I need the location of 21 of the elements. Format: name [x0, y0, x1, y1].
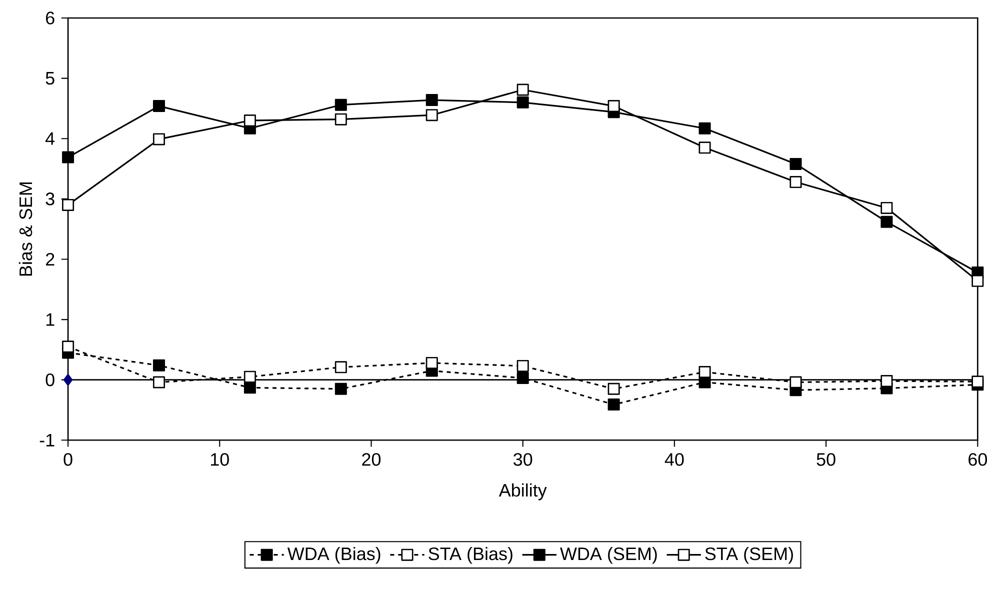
x-tick-label: 30 [514, 453, 532, 466]
x-tick-label: 10 [211, 453, 229, 466]
y-tick-label: 4 [45, 132, 55, 145]
y-tick-label: 2 [46, 253, 54, 266]
x-tick-label: 40 [664, 453, 684, 466]
x-tick-label: 20 [362, 453, 381, 466]
x-tick-label: 60 [968, 453, 987, 466]
x-tick-label: 0 [64, 453, 72, 466]
y-tick-label: 0 [46, 374, 54, 386]
x-tick-label: 50 [816, 453, 836, 466]
y-tick-label: 6 [46, 12, 54, 24]
y-tick-label: -1 [40, 434, 54, 446]
y-tick-label: 1 [46, 313, 54, 326]
legend-label: STA (SEM) [705, 547, 793, 564]
y-tick-label: 5 [46, 72, 54, 85]
y-axis-title: Bias & SEM [18, 182, 32, 276]
legend-label: STA (Bias) [428, 547, 512, 564]
legend-label: WDA (SEM) [560, 547, 657, 564]
legend-label: WDA (Bias) [287, 547, 380, 564]
x-axis-title: Ability [498, 483, 547, 500]
y-tick-label: 3 [46, 192, 54, 206]
